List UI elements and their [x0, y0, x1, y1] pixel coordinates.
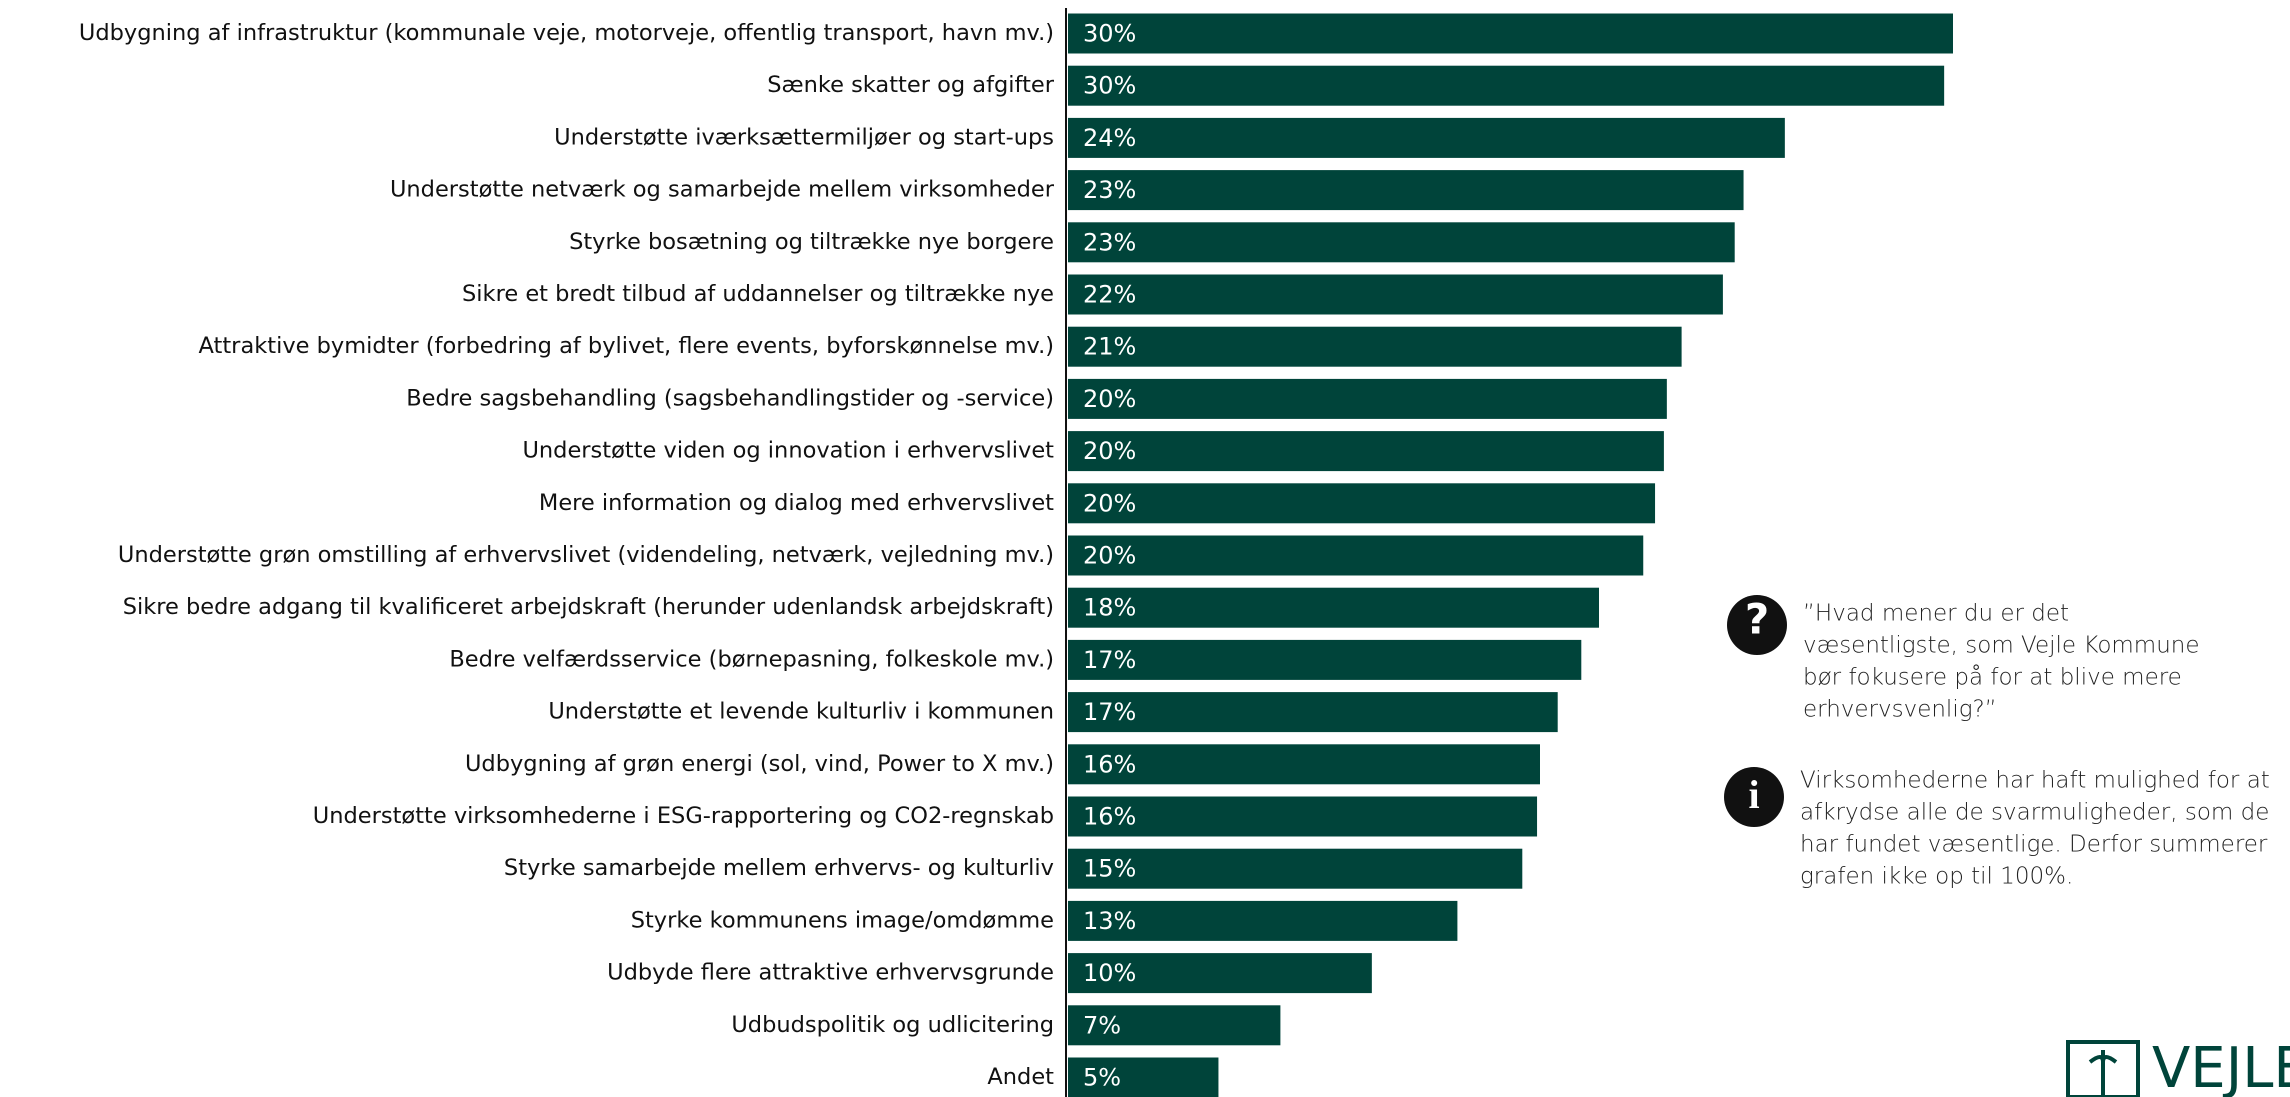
value-label: 17%	[1083, 698, 1136, 726]
category-label: Bedre velfærdsservice (børnepasning, fol…	[449, 646, 1054, 672]
logo: VEJLE	[2152, 1036, 2290, 1097]
value-label: 23%	[1083, 228, 1136, 256]
category-label: Styrke bosætning og tiltrække nye borger…	[569, 229, 1054, 255]
category-label: Udbygning af infrastruktur (kommunale ve…	[79, 20, 1054, 46]
bar	[1068, 796, 1538, 837]
value-label: 16%	[1083, 750, 1136, 778]
category-label: Styrke samarbejde mellem erhvervs- og ku…	[504, 855, 1054, 881]
info-icon: i	[1724, 767, 1784, 827]
bar	[1068, 953, 1372, 994]
category-label: Sænke skatter og afgifter	[767, 72, 1055, 98]
category-label: Sikre bedre adgang til kvalificeret arbe…	[123, 594, 1054, 620]
bar	[1068, 639, 1582, 680]
value-label: 13%	[1083, 907, 1136, 935]
value-label: 23%	[1083, 176, 1136, 204]
category-label: Understøtte virksomhederne i ESG-rapport…	[313, 803, 1054, 829]
value-label: 21%	[1083, 333, 1136, 361]
value-label: 15%	[1083, 855, 1136, 883]
logo-mark	[2066, 1040, 2140, 1097]
bar	[1068, 900, 1458, 941]
question-icon: ?	[1727, 595, 1787, 655]
bar	[1068, 13, 1953, 54]
category-label: Understøtte iværksættermiljøer og start-…	[554, 124, 1054, 150]
value-label: 30%	[1083, 72, 1136, 100]
value-label: 16%	[1083, 803, 1136, 831]
bar	[1068, 170, 1744, 211]
category-label: Understøtte viden og innovation i erhver…	[522, 438, 1054, 464]
bar	[1068, 326, 1682, 367]
category-label: Understøtte et levende kulturliv i kommu…	[548, 699, 1054, 725]
value-label: 10%	[1083, 959, 1136, 987]
category-label: Andet	[987, 1064, 1054, 1090]
category-label: Bedre sagsbehandling (sagsbehandlingstid…	[406, 385, 1054, 411]
category-label: Attraktive bymidter (forbedring af byliv…	[199, 333, 1054, 359]
bar	[1068, 1005, 1281, 1046]
svg-text:?: ?	[1745, 595, 1769, 644]
question-text: erhvervsvenlig?”	[1803, 697, 1997, 723]
bar	[1068, 587, 1599, 628]
question-text: ”Hvad mener du er det	[1803, 601, 2069, 627]
value-label: 20%	[1083, 489, 1136, 517]
bar	[1068, 692, 1558, 733]
value-label: 18%	[1083, 594, 1136, 622]
note-text: har fundet væsentlige. Derfor summerer	[1800, 832, 2268, 858]
bar	[1068, 483, 1656, 524]
svg-text:i: i	[1748, 772, 1759, 817]
value-label: 20%	[1083, 542, 1136, 570]
value-label: 30%	[1083, 20, 1136, 48]
note-text: afkrydse alle de svarmuligheder, som de	[1800, 800, 2269, 826]
bar	[1068, 848, 1523, 889]
bar	[1068, 274, 1723, 315]
bar	[1068, 222, 1735, 263]
category-label: Udbudspolitik og udlicitering	[731, 1012, 1054, 1038]
value-label: 20%	[1083, 385, 1136, 413]
category-label: Udbyde flere attraktive erhvervsgrunde	[607, 960, 1054, 986]
bar	[1068, 65, 1945, 106]
category-label: Understøtte grøn omstilling af erhvervsl…	[118, 542, 1054, 568]
category-label: Mere information og dialog med erhvervsl…	[539, 490, 1054, 516]
value-label: 7%	[1083, 1011, 1121, 1039]
bar	[1068, 744, 1540, 785]
note-text: grafen ikke op til 100%.	[1800, 864, 2073, 890]
value-label: 20%	[1083, 437, 1136, 465]
bar	[1068, 1057, 1219, 1097]
bar	[1068, 378, 1667, 419]
question-text: bør fokusere på for at blive mere	[1803, 665, 2182, 691]
bar	[1068, 535, 1644, 576]
bar	[1068, 431, 1664, 472]
value-label: 24%	[1083, 124, 1136, 152]
question-text: væsentligste, som Vejle Kommune	[1803, 633, 2200, 659]
note-text: Virksomhederne har haft mulighed for at	[1800, 768, 2270, 794]
category-label: Styrke kommunens image/omdømme	[631, 907, 1054, 933]
value-label: 17%	[1083, 646, 1136, 674]
category-label: Understøtte netværk og samarbejde mellem…	[390, 177, 1055, 203]
value-label: 22%	[1083, 281, 1136, 309]
category-label: Udbygning af grøn energi (sol, vind, Pow…	[465, 751, 1054, 777]
category-label: Sikre et bredt tilbud af uddannelser og …	[462, 281, 1054, 307]
value-label: 5%	[1083, 1064, 1121, 1092]
bar	[1068, 117, 1785, 158]
